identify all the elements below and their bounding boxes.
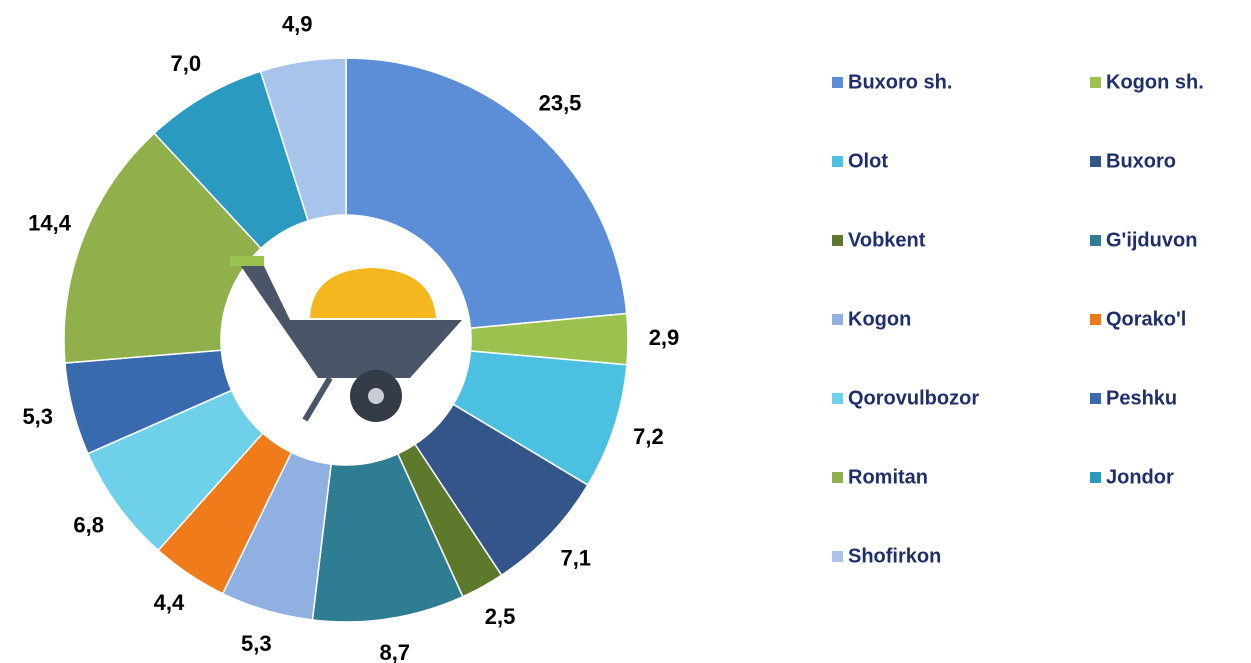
data-label: 2,9 (649, 325, 680, 350)
legend-marker (1090, 235, 1101, 246)
data-label: 4,9 (282, 12, 313, 37)
data-label: 7,0 (171, 51, 202, 76)
legend-marker (832, 235, 843, 246)
data-label: 7,1 (560, 546, 591, 571)
legend-marker (832, 472, 843, 483)
donut-segment (345, 57, 628, 330)
data-label: 5,3 (22, 404, 53, 429)
legend-label: Buxoro sh. (848, 71, 952, 93)
legend-marker (832, 393, 843, 404)
donut-segment (63, 132, 263, 364)
legend-marker (832, 314, 843, 325)
legend-label: Qorovulbozor (848, 387, 979, 409)
legend-label: Kogon (848, 308, 911, 330)
legend-marker (832, 77, 843, 88)
legend-label: Qorako'l (1106, 308, 1186, 330)
legend-label: Romitan (848, 466, 928, 488)
legend-label: Peshku (1106, 387, 1177, 409)
data-label: 5,3 (241, 631, 272, 656)
data-label: 23,5 (539, 91, 582, 116)
legend-marker (832, 551, 843, 562)
data-label: 8,7 (379, 640, 410, 663)
legend-marker (1090, 472, 1101, 483)
legend-label: Jondor (1106, 466, 1174, 488)
data-label: 4,4 (154, 590, 185, 615)
legend-label: Vobkent (848, 229, 926, 251)
legend-label: Shofirkon (848, 545, 941, 567)
legend-marker (1090, 393, 1101, 404)
data-label: 2,5 (485, 604, 516, 629)
data-label: 7,2 (633, 424, 664, 449)
donut-segment (259, 57, 347, 222)
legend-label: Kogon sh. (1106, 71, 1204, 93)
legend-marker (1090, 314, 1101, 325)
legend-label: Olot (848, 150, 888, 172)
wheelbarrow-icon (230, 256, 462, 422)
legend-label: Buxoro (1106, 150, 1176, 172)
data-label: 14,4 (28, 211, 72, 236)
legend-marker (1090, 156, 1101, 167)
legend-marker (832, 156, 843, 167)
legend-marker (1090, 77, 1101, 88)
legend-label: G'ijduvon (1106, 229, 1197, 251)
data-label: 6,8 (73, 513, 104, 538)
